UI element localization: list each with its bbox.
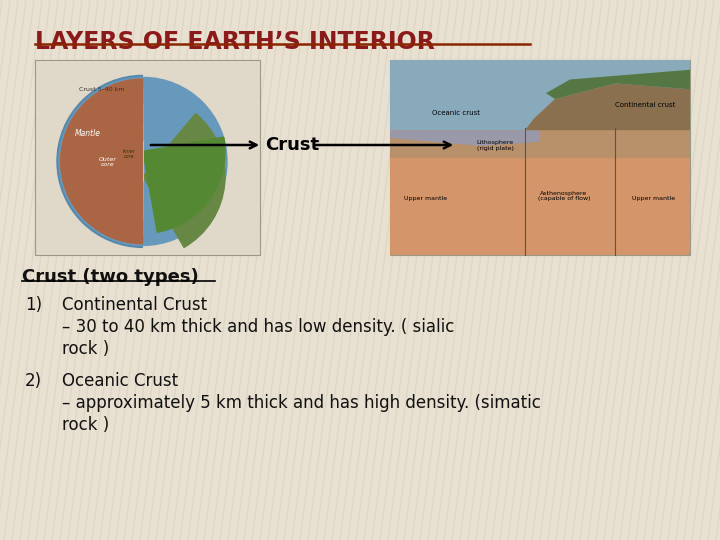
- Text: rock ): rock ): [62, 340, 109, 358]
- Text: Mantle: Mantle: [75, 130, 101, 138]
- Text: Lithosphere
(rigid plate): Lithosphere (rigid plate): [477, 140, 513, 151]
- Text: Continental Crust: Continental Crust: [62, 296, 207, 314]
- FancyBboxPatch shape: [390, 130, 690, 158]
- Wedge shape: [69, 87, 143, 235]
- Text: Upper mantle: Upper mantle: [632, 197, 675, 201]
- Text: Crust (two types): Crust (two types): [22, 268, 199, 286]
- Circle shape: [106, 124, 180, 198]
- Text: 2): 2): [25, 372, 42, 390]
- Text: – 30 to 40 km thick and has low density. ( sialic: – 30 to 40 km thick and has low density.…: [62, 318, 454, 336]
- Text: Continental crust: Continental crust: [615, 102, 675, 108]
- FancyBboxPatch shape: [143, 70, 240, 253]
- Text: Upper mantle: Upper mantle: [405, 197, 448, 201]
- Text: Oceanic Crust: Oceanic Crust: [62, 372, 178, 390]
- Circle shape: [123, 141, 163, 181]
- Wedge shape: [61, 79, 143, 244]
- Polygon shape: [390, 130, 540, 146]
- Wedge shape: [143, 113, 225, 247]
- FancyBboxPatch shape: [35, 60, 260, 255]
- FancyBboxPatch shape: [390, 60, 690, 130]
- Text: Crust: Crust: [265, 136, 319, 154]
- Text: Outer
core: Outer core: [99, 157, 117, 167]
- FancyBboxPatch shape: [390, 148, 690, 255]
- Wedge shape: [86, 104, 143, 218]
- Text: Oceanic crust: Oceanic crust: [432, 110, 480, 116]
- Circle shape: [86, 104, 200, 218]
- Wedge shape: [143, 137, 225, 232]
- Text: Crust 5–40 km: Crust 5–40 km: [79, 87, 125, 92]
- Polygon shape: [546, 70, 690, 99]
- Text: – approximately 5 km thick and has high density. (simatic: – approximately 5 km thick and has high …: [62, 394, 541, 412]
- Wedge shape: [143, 77, 227, 245]
- Wedge shape: [106, 124, 143, 198]
- Text: 1): 1): [25, 296, 42, 314]
- Text: Inner
core: Inner core: [122, 148, 135, 159]
- Text: LAYERS OF EARTH’S INTERIOR: LAYERS OF EARTH’S INTERIOR: [35, 30, 435, 54]
- Text: Asthenosphere
(capable of flow): Asthenosphere (capable of flow): [538, 191, 590, 201]
- Polygon shape: [525, 83, 690, 130]
- Wedge shape: [60, 78, 143, 245]
- Circle shape: [69, 87, 217, 235]
- Wedge shape: [123, 141, 143, 181]
- FancyBboxPatch shape: [390, 60, 690, 255]
- Circle shape: [61, 79, 225, 244]
- Circle shape: [59, 77, 227, 245]
- Circle shape: [57, 76, 229, 247]
- Text: rock ): rock ): [62, 416, 109, 434]
